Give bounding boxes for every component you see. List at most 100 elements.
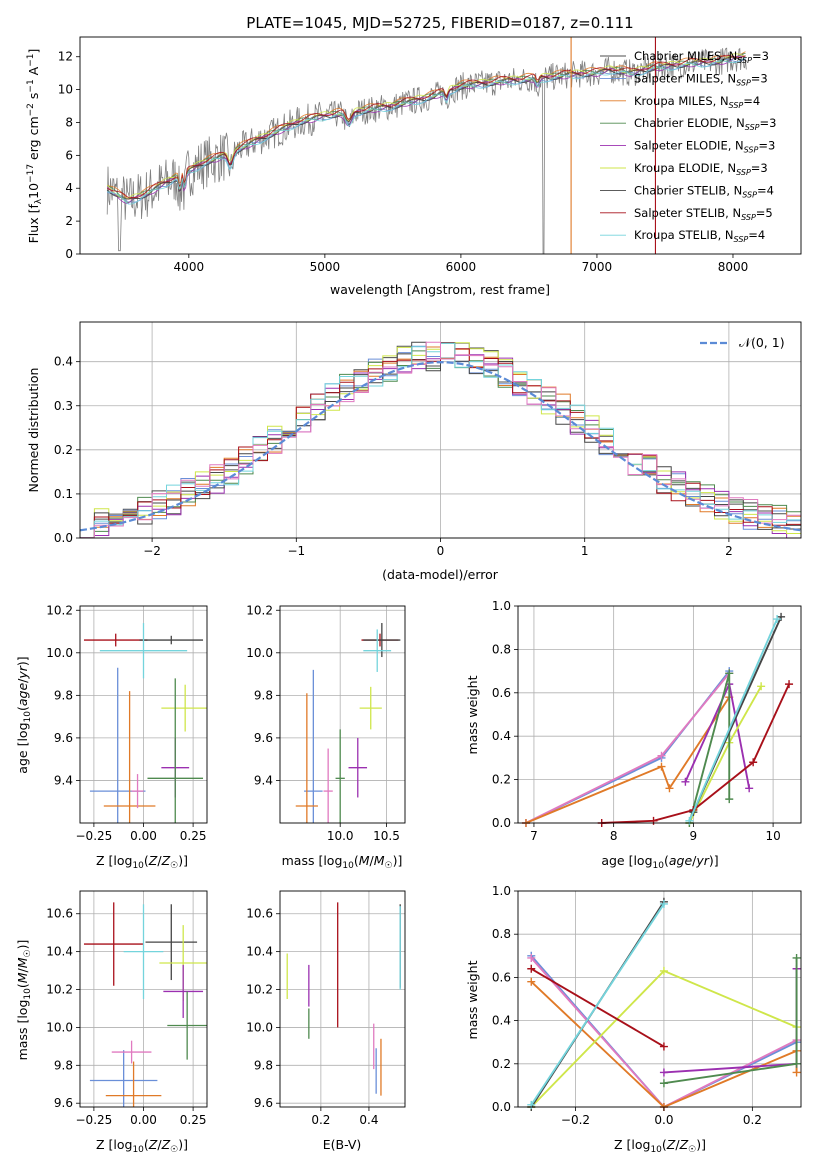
legend-label: Salpeter MILES, NSSP=3	[634, 71, 768, 87]
x-tick-label: −1	[287, 544, 305, 558]
axes-frame	[79, 321, 802, 539]
series-line	[688, 618, 778, 822]
x-tick-label: 4000	[174, 260, 205, 274]
legend-label: Chabrier MILES, NSSP=3	[634, 49, 769, 65]
y-tick-label: 9.8	[54, 1058, 73, 1072]
axes-frame	[279, 605, 406, 824]
y-tick-label: 0.0	[492, 1100, 511, 1114]
series-point	[657, 751, 666, 760]
y-tick-label: 12	[58, 50, 73, 64]
model-spectrum	[107, 57, 746, 205]
series-point	[649, 816, 658, 825]
panel-marks	[295, 623, 401, 823]
y-tick-label: 10.0	[246, 1020, 273, 1034]
x-tick-label: 0.2	[311, 1113, 330, 1127]
panel-axes: −0.25 0.00 0.25 9.4 9.6 9.8 10.0 10.2	[46, 603, 208, 843]
y-tick-label: 10.2	[46, 603, 73, 617]
series-point	[659, 966, 668, 975]
y-tick-label: 0.6	[492, 970, 511, 984]
y-tick-label: 10.2	[46, 983, 73, 997]
histogram-step	[80, 341, 801, 539]
series-point	[785, 680, 794, 689]
y-tick-label: 10.0	[46, 646, 73, 660]
series-point	[527, 1100, 536, 1109]
y-tick-label: 10.0	[46, 1020, 73, 1034]
x-tick-label: 10.5	[373, 829, 400, 843]
panel-axes: −0.2 0.0 0.2 0.0 0.2 0.4 0.6 0.8 1.0	[492, 884, 802, 1127]
series-point	[527, 977, 536, 986]
panel-marks	[286, 902, 401, 1096]
series-point	[659, 1042, 668, 1051]
axes-frame	[517, 890, 802, 1108]
y-tick-label: 0.4	[492, 729, 511, 743]
y-tick-label: 0.0	[492, 816, 511, 830]
y-tick-label: 0.2	[54, 443, 73, 457]
series-point	[527, 964, 536, 973]
y-tick-label: 0.4	[54, 355, 73, 369]
y-tick-label: 9.6	[54, 1096, 73, 1110]
spectrum-legend: Chabrier MILES, NSSP=3 Salpeter MILES, NS…	[600, 49, 776, 244]
y-tick-label: 10.6	[46, 907, 73, 921]
y-tick-label: 4	[65, 181, 73, 195]
panel-ylabel: mass weight	[465, 960, 480, 1039]
x-tick-label: 7	[530, 829, 538, 843]
series-point	[659, 899, 668, 908]
panel-xlabel: age [log10(age/yr)]	[601, 853, 718, 871]
errorbar-group	[83, 902, 207, 1107]
y-tick-label: 0.4	[492, 1014, 511, 1028]
panel-xlabel: E(B-V)	[323, 1137, 362, 1152]
series-point	[685, 816, 694, 825]
panel-grid	[518, 890, 801, 1108]
panel-axes: 0.2 0.4 9.6 9.8 10.0 10.2 10.4 10.6	[246, 890, 406, 1127]
spectrum-xlabel: wavelength [Angstrom, rest frame]	[330, 282, 550, 297]
y-tick-label: 0.1	[54, 487, 73, 501]
series-point	[745, 784, 754, 793]
y-tick-label: 0.2	[492, 1057, 511, 1071]
series-point	[792, 953, 801, 962]
y-tick-label: 9.8	[54, 688, 73, 702]
y-tick-label: 9.6	[54, 731, 73, 745]
x-tick-label: 0	[437, 544, 445, 558]
x-tick-label: 10	[765, 829, 780, 843]
series-point	[681, 777, 690, 786]
y-tick-label: 0.8	[492, 642, 511, 656]
y-tick-label: 9.6	[254, 1096, 273, 1110]
panel-axes: −0.25 0.00 0.25 9.6 9.8 10.0 10.2 10.4 10.6	[46, 890, 208, 1127]
axes-frame	[79, 890, 208, 1108]
panel-grid	[518, 605, 801, 824]
histogram-marks	[79, 341, 802, 539]
x-tick-label: 2	[725, 544, 733, 558]
y-tick-label: 0.3	[54, 399, 73, 413]
histogram-ylabel: Normed distribution	[26, 368, 41, 493]
histogram-plot: −2 −1 0 1 2 0.0 0.1 0.2 0.3 0.4 (data-model)/erro…	[26, 321, 802, 582]
series-point	[757, 682, 766, 691]
legend-label: Salpeter STELIB, NSSP=5	[634, 206, 773, 222]
spectrum-marks	[106, 37, 747, 254]
y-tick-label: 10.6	[246, 907, 273, 921]
x-tick-label: 10.0	[327, 829, 354, 843]
panel-marks	[521, 612, 794, 827]
x-tick-label: 0.00	[130, 829, 157, 843]
series-point	[527, 953, 536, 962]
histogram-legend: 𝒩(0, 1)	[700, 335, 785, 350]
model-spectrum	[106, 53, 746, 199]
x-tick-label: 0.00	[130, 1113, 157, 1127]
panel-marks	[527, 897, 801, 1111]
axes-frame	[279, 890, 406, 1108]
series-line	[530, 967, 665, 1048]
x-tick-label: 5000	[310, 260, 341, 274]
y-tick-label: 9.6	[254, 731, 273, 745]
series-line	[525, 696, 731, 824]
panel-mass-weight-vs-metallicity: −0.2 0.0 0.2 0.0 0.2 0.4 0.6 0.8 1.0 Z [log10(Z/…	[465, 884, 802, 1155]
y-tick-label: 1.0	[492, 884, 511, 898]
series-point	[725, 795, 734, 804]
normal-curve	[79, 360, 802, 532]
x-tick-label: 0.25	[180, 829, 207, 843]
legend-label: Salpeter ELODIE, NSSP=3	[634, 139, 775, 155]
axes-frame	[79, 605, 208, 824]
x-tick-label: 7000	[582, 260, 613, 274]
panel-marks	[83, 623, 207, 823]
x-tick-label: 9	[690, 829, 698, 843]
y-tick-label: 10.2	[246, 983, 273, 997]
figure-title: PLATE=1045, MJD=52725, FIBERID=0187, z=0…	[246, 14, 633, 32]
